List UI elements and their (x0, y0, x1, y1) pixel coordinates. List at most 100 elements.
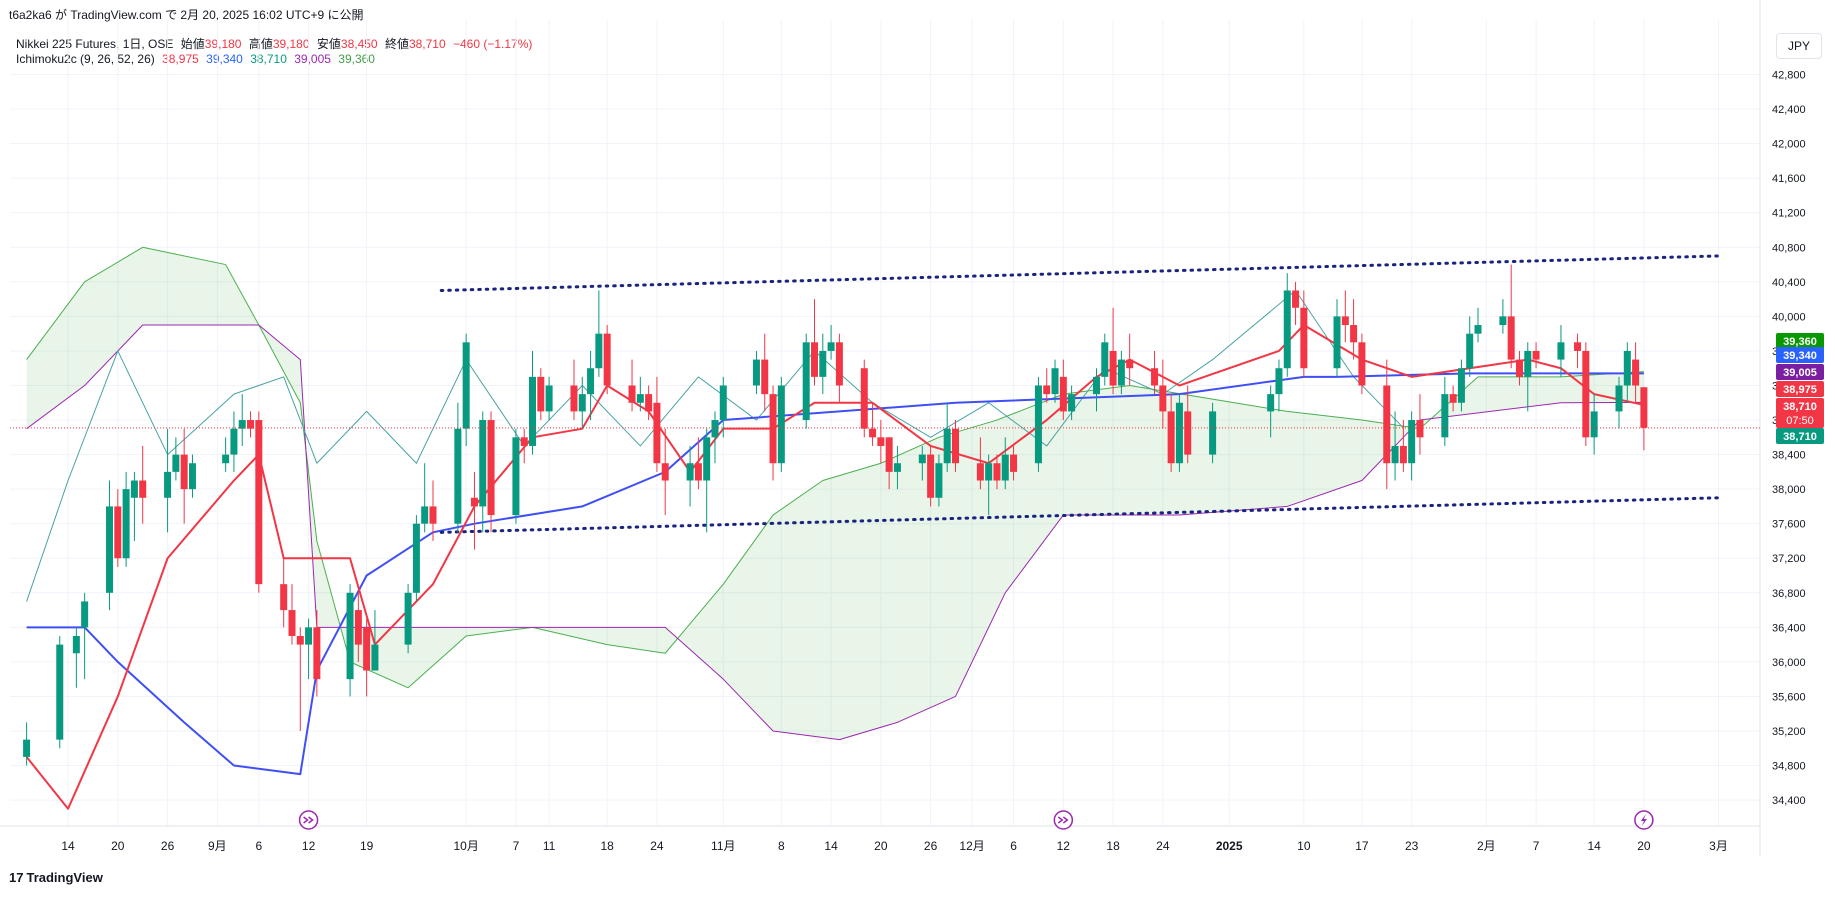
x-tick-label: 2月 (1477, 839, 1496, 853)
price-label (1776, 381, 1824, 397)
candle-body (1001, 454, 1009, 481)
candle-body (1101, 342, 1109, 377)
candle-body (1059, 376, 1067, 412)
y-tick-label: 38,000 (1772, 484, 1806, 496)
candle-body (819, 350, 827, 377)
senkou-span-a-line (26, 246, 1644, 689)
y-tick-label: 35,600 (1772, 691, 1806, 703)
tradingview-logo[interactable]: 17 TradingView (9, 870, 103, 885)
candle-body (1292, 290, 1300, 308)
currency-button[interactable]: JPY (1776, 33, 1822, 59)
candle-body (81, 601, 89, 628)
dividend-icon[interactable] (1053, 810, 1074, 830)
candle-body (56, 644, 64, 740)
high-label: 高値 (248, 37, 273, 51)
x-tick-label: 20 (874, 839, 888, 853)
candle-body (122, 489, 130, 559)
y-tick-label: 36,400 (1772, 622, 1806, 634)
y-tick-label: 40,800 (1772, 242, 1806, 254)
candle-body (1466, 333, 1474, 369)
candle-body (636, 394, 644, 403)
x-tick-label: 23 (1405, 839, 1419, 853)
candle-body (429, 506, 437, 524)
candle-body (694, 463, 702, 481)
senkou-span-b-line (26, 324, 1644, 741)
candle-body (1283, 290, 1291, 369)
close-label: 終値 (384, 37, 409, 51)
change-value: −460 (−1.17%) (453, 37, 533, 51)
candle-body (106, 506, 114, 593)
x-tick-label: 7 (1533, 839, 1540, 853)
candle-body (1167, 411, 1175, 464)
candle-body (1532, 350, 1540, 360)
candle-body (1515, 359, 1523, 377)
indicator-legend: Ichimoku2c (9, 26, 52, 26) 38,975 39,340… (16, 52, 379, 66)
candle-body (529, 376, 537, 446)
low-label: 安値 (316, 37, 341, 51)
candle-body (230, 428, 238, 455)
candle-body (462, 342, 470, 429)
candle-body (1126, 359, 1134, 369)
candle-body (1300, 307, 1308, 369)
x-tick-label: 24 (1156, 839, 1170, 853)
x-tick-label: 19 (360, 839, 374, 853)
indicator-value-chikou: 38,710 (250, 52, 287, 66)
candle-body (421, 506, 429, 524)
upper-trendline (439, 254, 1721, 292)
candle-body (346, 592, 354, 680)
candle-body (363, 627, 371, 671)
symbol-name[interactable]: Nikkei 225 Futures, 1日, OSE (16, 37, 174, 51)
price-label-text: 38,710 (1783, 401, 1817, 413)
price-label (1776, 364, 1824, 380)
high-value: 39,180 (272, 37, 310, 51)
candle-body (1590, 411, 1598, 438)
candle-body (537, 376, 545, 412)
candle-body (313, 627, 321, 680)
candle-body (1441, 394, 1449, 438)
candle-body (1457, 368, 1465, 403)
price-label-text: 39,360 (1783, 336, 1817, 348)
candle-body (255, 420, 263, 585)
y-tick-label: 36,800 (1772, 588, 1806, 600)
x-tick-label: 17 (1355, 839, 1369, 853)
candle-body (993, 463, 1001, 481)
x-tick-label: 10 (1297, 839, 1311, 853)
candle-body (164, 471, 172, 498)
price-label (1776, 428, 1824, 444)
indicator-name[interactable]: Ichimoku2c (9, 26, 52, 26) (16, 52, 155, 66)
candle-body (1109, 350, 1117, 386)
y-tick-label: 41,600 (1772, 173, 1806, 185)
tradingview-logo-icon: 17 (9, 870, 24, 885)
price-label-text: 38,975 (1783, 384, 1817, 396)
candle-body (180, 454, 188, 490)
candle-body (470, 497, 478, 507)
candle-body (769, 394, 777, 464)
price-label (1776, 398, 1824, 428)
candle-body (985, 463, 993, 481)
price-label-text: 38,710 (1783, 431, 1817, 443)
candle-body (595, 333, 603, 369)
candle-body (1449, 394, 1457, 403)
earnings-icon[interactable] (1634, 810, 1654, 830)
candle-body (777, 385, 785, 464)
y-tick-label: 40,400 (1772, 277, 1806, 289)
candle-body (1399, 445, 1407, 464)
candle-body (877, 437, 885, 446)
candle-body (661, 463, 669, 481)
candle-body (247, 420, 255, 429)
candle-body (512, 437, 520, 516)
candle-body (703, 437, 711, 481)
y-tick-label: 34,400 (1772, 795, 1806, 807)
candle-body (927, 454, 935, 498)
candle-body (404, 592, 412, 645)
candle-body (1117, 359, 1125, 386)
candle-body (1623, 350, 1631, 386)
candle-body (288, 610, 296, 636)
indicator-value-kijun: 39,340 (206, 52, 243, 66)
candle-body (1507, 316, 1515, 360)
dividend-icon[interactable] (298, 810, 319, 830)
x-tick-label: 24 (650, 839, 664, 853)
candle-body (1416, 420, 1424, 438)
y-tick-label: 42,000 (1772, 139, 1806, 151)
